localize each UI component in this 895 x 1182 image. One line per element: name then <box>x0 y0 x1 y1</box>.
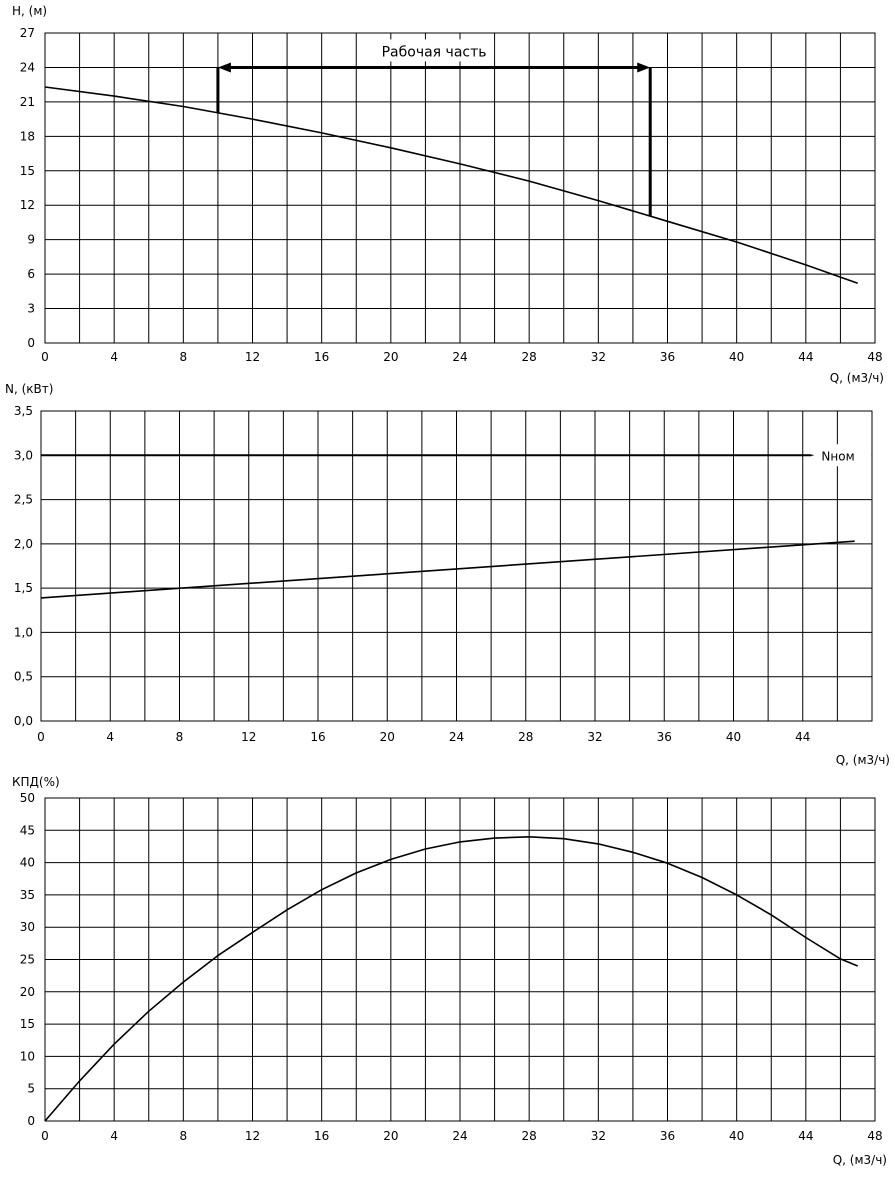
power-y-tick-label: 0,0 <box>14 714 33 728</box>
efficiency-x-tick-label: 0 <box>41 1129 49 1143</box>
efficiency-plot-frame <box>44 797 876 1122</box>
efficiency-y-tick-label: 40 <box>20 856 35 870</box>
head-x-tick-label: 32 <box>591 350 606 364</box>
power-x-tick-label: 32 <box>587 730 602 744</box>
power-x-tick-label: 24 <box>449 730 464 744</box>
head-x-tick-label: 24 <box>452 350 467 364</box>
power-series-line <box>40 540 855 599</box>
efficiency-series-line <box>44 836 859 1122</box>
head-x-axis-title: Q, (м3/ч) <box>830 371 884 385</box>
head-x-tick-label: 12 <box>245 350 260 364</box>
efficiency-x-tick-label: 36 <box>660 1129 675 1143</box>
head-y-tick-label: 6 <box>27 267 35 281</box>
head-x-tick-label: 0 <box>41 350 49 364</box>
head-x-tick-label: 48 <box>867 350 882 364</box>
efficiency-x-tick-label: 12 <box>245 1129 260 1143</box>
power-x-tick-label: 36 <box>657 730 672 744</box>
head-y-tick-label: 9 <box>27 233 35 247</box>
efficiency-x-tick-label: 8 <box>180 1129 188 1143</box>
power-x-tick-label: 0 <box>37 730 45 744</box>
efficiency-y-tick-label: 30 <box>20 920 35 934</box>
head-x-tick-label: 20 <box>383 350 398 364</box>
power-series-label-bg <box>813 444 872 467</box>
efficiency-y-tick-label: 20 <box>20 985 35 999</box>
power-y-tick-label: 3,5 <box>14 404 33 418</box>
efficiency-x-tick-label: 20 <box>383 1129 398 1143</box>
power-x-tick-label: 4 <box>106 730 114 744</box>
power-y-tick-label: 0,5 <box>14 670 33 684</box>
head-x-tick-label: 36 <box>660 350 675 364</box>
head-x-tick-label: 40 <box>729 350 744 364</box>
power-x-tick-label: 12 <box>241 730 256 744</box>
power-x-tick-label: 40 <box>726 730 741 744</box>
efficiency-x-tick-label: 24 <box>452 1129 467 1143</box>
efficiency-y-tick-label: 45 <box>20 823 35 837</box>
efficiency-y-axis-title: КПД(%) <box>12 775 60 789</box>
power-series-label: Nном <box>821 449 854 463</box>
head-y-tick-label: 3 <box>27 302 35 316</box>
efficiency-x-tick-label: 40 <box>729 1129 744 1143</box>
power-x-axis-title: Q, (м3/ч) <box>836 753 890 767</box>
power-x-tick-label: 28 <box>518 730 533 744</box>
head-x-tick-label: 28 <box>522 350 537 364</box>
efficiency-x-tick-label: 4 <box>110 1129 118 1143</box>
head-x-tick-label: 44 <box>798 350 813 364</box>
head-y-tick-label: 18 <box>20 129 35 143</box>
efficiency-x-tick-label: 28 <box>522 1129 537 1143</box>
power-x-tick-label: 20 <box>380 730 395 744</box>
efficiency-y-tick-label: 10 <box>20 1049 35 1063</box>
efficiency-y-tick-label: 50 <box>20 791 35 805</box>
power-y-tick-label: 2,5 <box>14 493 33 507</box>
power-y-tick-label: 3,0 <box>14 448 33 462</box>
head-range-arrowhead-left <box>217 62 231 73</box>
head-plot-frame <box>44 32 876 344</box>
head-range-label: Рабочая часть <box>382 44 487 60</box>
head-x-tick-label: 4 <box>110 350 118 364</box>
head-y-axis-title: H, (м) <box>12 4 47 18</box>
efficiency-x-tick-label: 44 <box>798 1129 813 1143</box>
head-y-tick-label: 27 <box>20 26 35 40</box>
head-range-arrowhead-right <box>637 62 651 73</box>
efficiency-y-tick-label: 0 <box>27 1114 35 1128</box>
head-series-line <box>44 86 858 285</box>
efficiency-x-tick-label: 32 <box>591 1129 606 1143</box>
head-range-label-bg <box>374 39 495 62</box>
efficiency-x-axis-title: Q, (м3/ч) <box>833 1153 887 1167</box>
power-x-tick-label: 44 <box>795 730 810 744</box>
efficiency-y-tick-label: 15 <box>20 1017 35 1031</box>
power-plot-frame <box>40 410 873 722</box>
head-x-tick-label: 8 <box>180 350 188 364</box>
power-x-tick-label: 16 <box>310 730 325 744</box>
power-y-tick-label: 1,0 <box>14 625 33 639</box>
head-x-tick-label: 16 <box>314 350 329 364</box>
head-y-tick-label: 24 <box>20 60 35 74</box>
power-x-tick-label: 8 <box>176 730 184 744</box>
power-y-tick-label: 1,5 <box>14 581 33 595</box>
efficiency-y-tick-label: 25 <box>20 953 35 967</box>
power-y-axis-title: N, (кВт) <box>5 382 53 396</box>
power-y-tick-label: 2,0 <box>14 537 33 551</box>
efficiency-x-tick-label: 16 <box>314 1129 329 1143</box>
efficiency-y-tick-label: 5 <box>27 1082 35 1096</box>
head-y-tick-label: 12 <box>20 198 35 212</box>
efficiency-y-tick-label: 35 <box>20 888 35 902</box>
efficiency-x-tick-label: 48 <box>867 1129 882 1143</box>
head-y-tick-label: 15 <box>20 164 35 178</box>
head-y-tick-label: 21 <box>20 95 35 109</box>
head-y-tick-label: 0 <box>27 336 35 350</box>
